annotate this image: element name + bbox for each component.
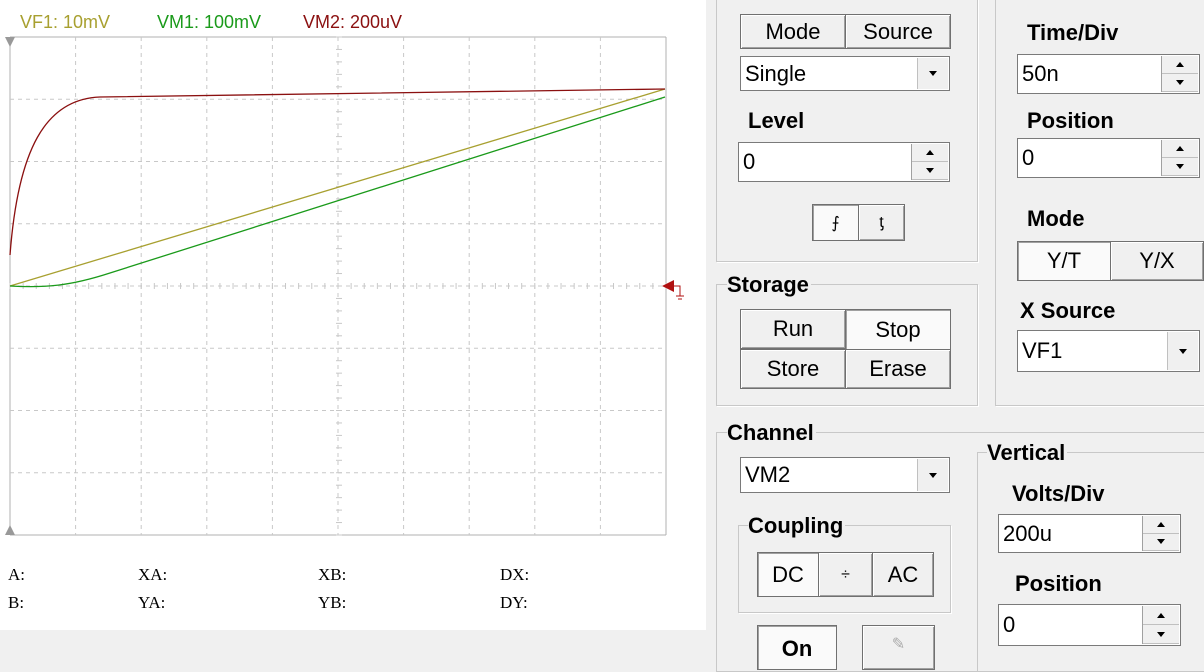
cursor-label: YB:	[318, 593, 347, 612]
probe-button[interactable]: ✎	[862, 625, 935, 670]
spin-value: 50n	[1022, 61, 1059, 86]
dropdown-arrow[interactable]	[917, 58, 948, 89]
group-title: Storage	[727, 272, 811, 298]
trace-vm1	[9, 96, 666, 288]
spin-value: 0	[1003, 612, 1016, 637]
coupling-button[interactable]: AC	[872, 552, 934, 597]
button[interactable]: Store	[740, 349, 846, 389]
coupling-button[interactable]: DC	[757, 552, 819, 597]
label: Time/Div	[1027, 20, 1119, 45]
label: Level	[748, 108, 805, 133]
cursor-label: A:	[8, 565, 25, 584]
edge-falling[interactable]: ƫ	[858, 204, 905, 241]
cursor-label: DX:	[500, 565, 530, 584]
cursor-label: DY:	[500, 593, 528, 612]
coupling-button[interactable]: ÷	[818, 552, 873, 597]
dropdown-arrow[interactable]	[917, 459, 948, 491]
legend-vm1: VM1: 100mV	[157, 12, 262, 32]
label: Mode	[1027, 206, 1085, 231]
dropdown-arrow[interactable]	[1167, 332, 1198, 370]
dropdown[interactable]: Single	[740, 56, 950, 91]
scope-screen	[5, 36, 684, 536]
label: X Source	[1020, 298, 1116, 323]
button[interactable]: Stop	[845, 309, 951, 350]
label: Position	[1027, 108, 1114, 133]
spin-value: 200u	[1003, 520, 1052, 546]
cursor-label: XA:	[138, 565, 168, 584]
dropdown[interactable]: VF1	[1017, 330, 1200, 372]
timebase-group	[995, 0, 1204, 406]
dropdown-value: VM2	[745, 462, 791, 487]
spinbox[interactable]: 0	[738, 142, 950, 182]
edge-rising[interactable]: ⨍	[812, 204, 859, 241]
spinbox[interactable]: 200u	[998, 514, 1181, 553]
group-title: Vertical	[987, 440, 1068, 466]
mode-button[interactable]: Y/T	[1017, 241, 1111, 281]
spin-value: 0	[743, 149, 756, 174]
tab-button[interactable]: Source	[845, 14, 951, 49]
spin-buttons[interactable]	[1142, 516, 1179, 551]
trace-vm2	[9, 88, 666, 256]
group-title: Channel	[727, 420, 816, 446]
spinbox[interactable]: 0	[1017, 138, 1200, 178]
label: Volts/Div	[1012, 481, 1105, 506]
group-title: Coupling	[748, 513, 846, 539]
ground-symbol	[674, 285, 684, 300]
spin-buttons[interactable]	[1142, 606, 1179, 644]
spin-buttons[interactable]	[1161, 140, 1198, 176]
tab-button[interactable]: Mode	[740, 14, 846, 49]
spin-buttons[interactable]	[1161, 56, 1198, 92]
spinbox[interactable]: 50n	[1017, 54, 1200, 94]
channel-marker	[662, 280, 674, 292]
dropdown[interactable]: VM2	[740, 457, 950, 493]
dropdown-value: VF1	[1022, 338, 1063, 363]
storage-group	[716, 284, 978, 406]
scope-area: VF1: 10mV VM1: 100mV VM2: 200uV A: XA: X…	[0, 0, 706, 630]
trace-vf1	[9, 88, 666, 287]
spin-buttons[interactable]	[911, 144, 948, 180]
cursor-label: XB:	[318, 565, 347, 584]
spinbox[interactable]: 0	[998, 604, 1181, 646]
button[interactable]: Run	[740, 309, 846, 349]
spin-value: 0	[1022, 145, 1035, 170]
label: Position	[1015, 571, 1102, 596]
mode-button[interactable]: Y/X	[1110, 241, 1204, 281]
legend-vf1: VF1: 10mV	[20, 12, 111, 32]
legend-vm2: VM2: 200uV	[303, 12, 403, 32]
trigger-group	[716, 0, 978, 262]
on-button[interactable]: On	[757, 625, 837, 670]
button[interactable]: Erase	[845, 349, 951, 389]
dropdown-value: Single	[745, 60, 807, 86]
cursor-label: B:	[8, 593, 25, 612]
cursor-label: YA:	[138, 593, 166, 612]
